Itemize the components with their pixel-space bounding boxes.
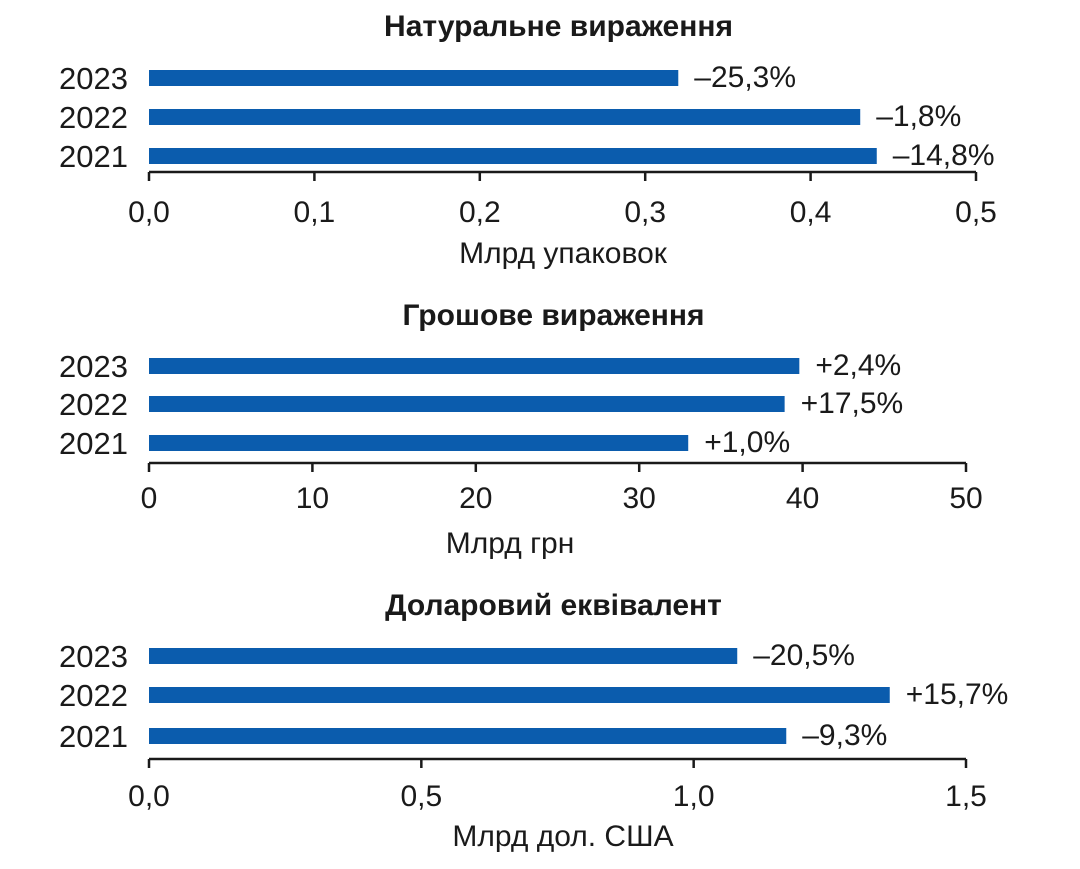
chart-title: Грошове вираження [402,299,704,332]
x-axis-label: Млрд грн [446,527,575,560]
x-tick-label: 1,0 [673,780,715,813]
category-label: 2022 [59,678,128,713]
chart-title: Доларовий еквівалент [385,589,722,622]
x-tick-label: 0 [141,482,158,515]
value-label: –20,5% [753,639,855,672]
bar-2022 [149,687,890,703]
bar-2021 [149,435,689,451]
bar-2021 [149,728,787,744]
x-tick-label: 0,5 [400,780,442,813]
x-tick-label: 0,0 [128,196,170,229]
value-label: +1,0% [704,426,790,459]
x-tick-label: 20 [459,482,492,515]
chart-title: Натуральне вираження [384,10,733,43]
x-tick-label: 0,4 [790,196,832,229]
x-tick-label: 50 [949,482,982,515]
value-label: –14,8% [893,139,995,172]
value-label: –25,3% [694,61,796,94]
value-label: –1,8% [876,100,961,133]
x-tick-label: 40 [786,482,819,515]
bar-2022 [149,109,861,125]
bar-2021 [149,148,877,164]
category-label: 2021 [59,719,128,754]
x-tick-label: 0,0 [128,780,170,813]
x-axis-label: Млрд дол. США [452,820,673,853]
x-tick-label: 0,3 [624,196,666,229]
category-label: 2023 [59,639,128,674]
x-tick-label: 0,1 [294,196,336,229]
category-label: 2021 [59,426,128,461]
category-label: 2023 [59,61,128,96]
x-tick-label: 0,2 [459,196,501,229]
bar-2022 [149,396,785,412]
value-label: +2,4% [815,349,901,382]
category-label: 2021 [59,139,128,174]
x-tick-label: 1,5 [945,780,987,813]
bar-2023 [149,358,800,374]
category-label: 2022 [59,387,128,422]
bar-2023 [149,648,738,664]
x-axis-label: Млрд упаковок [459,237,668,270]
category-label: 2022 [59,100,128,135]
x-tick-label: 10 [296,482,329,515]
value-label: –9,3% [802,719,887,752]
category-label: 2023 [59,349,128,384]
x-tick-label: 30 [623,482,656,515]
x-tick-label: 0,5 [955,196,997,229]
value-label: +17,5% [801,387,904,420]
bar-2023 [149,70,679,86]
value-label: +15,7% [906,678,1009,711]
